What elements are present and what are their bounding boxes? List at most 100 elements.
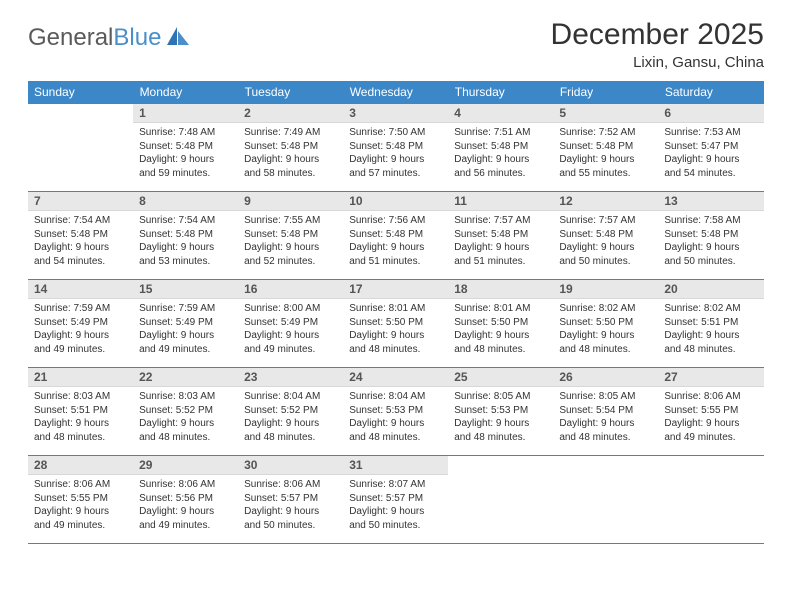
sunrise-line: Sunrise: 8:06 AM — [34, 478, 127, 492]
day-number: 13 — [658, 192, 763, 211]
calendar-cell: 28Sunrise: 8:06 AMSunset: 5:55 PMDayligh… — [28, 456, 133, 544]
calendar-cell: 31Sunrise: 8:07 AMSunset: 5:57 PMDayligh… — [343, 456, 448, 544]
calendar-body: 1Sunrise: 7:48 AMSunset: 5:48 PMDaylight… — [28, 104, 764, 544]
sunrise-line: Sunrise: 8:02 AM — [664, 302, 757, 316]
daylight-line: Daylight: 9 hours and 54 minutes. — [34, 241, 127, 268]
sunset-line: Sunset: 5:55 PM — [34, 492, 127, 506]
day-content: Sunrise: 7:57 AMSunset: 5:48 PMDaylight:… — [553, 211, 658, 274]
daylight-line: Daylight: 9 hours and 52 minutes. — [244, 241, 337, 268]
day-number: 27 — [658, 368, 763, 387]
sunset-line: Sunset: 5:51 PM — [34, 404, 127, 418]
sunset-line: Sunset: 5:48 PM — [664, 228, 757, 242]
sunset-line: Sunset: 5:53 PM — [349, 404, 442, 418]
day-content: Sunrise: 8:05 AMSunset: 5:53 PMDaylight:… — [448, 387, 553, 450]
day-number: 20 — [658, 280, 763, 299]
calendar-cell: 27Sunrise: 8:06 AMSunset: 5:55 PMDayligh… — [658, 368, 763, 456]
calendar-cell — [553, 456, 658, 544]
calendar-cell — [28, 104, 133, 192]
day-content: Sunrise: 7:58 AMSunset: 5:48 PMDaylight:… — [658, 211, 763, 274]
daylight-line: Daylight: 9 hours and 50 minutes. — [244, 505, 337, 532]
day-number: 14 — [28, 280, 133, 299]
sunset-line: Sunset: 5:52 PM — [139, 404, 232, 418]
sunset-line: Sunset: 5:48 PM — [349, 140, 442, 154]
day-content: Sunrise: 7:55 AMSunset: 5:48 PMDaylight:… — [238, 211, 343, 274]
day-number: 26 — [553, 368, 658, 387]
calendar-cell: 22Sunrise: 8:03 AMSunset: 5:52 PMDayligh… — [133, 368, 238, 456]
day-number: 29 — [133, 456, 238, 475]
day-number: 7 — [28, 192, 133, 211]
calendar-cell — [658, 456, 763, 544]
sunset-line: Sunset: 5:48 PM — [559, 140, 652, 154]
sunset-line: Sunset: 5:56 PM — [139, 492, 232, 506]
sunset-line: Sunset: 5:57 PM — [349, 492, 442, 506]
sunset-line: Sunset: 5:48 PM — [559, 228, 652, 242]
daylight-line: Daylight: 9 hours and 50 minutes. — [559, 241, 652, 268]
calendar-cell: 16Sunrise: 8:00 AMSunset: 5:49 PMDayligh… — [238, 280, 343, 368]
sunset-line: Sunset: 5:48 PM — [34, 228, 127, 242]
sunset-line: Sunset: 5:57 PM — [244, 492, 337, 506]
sunset-line: Sunset: 5:50 PM — [454, 316, 547, 330]
calendar-cell: 4Sunrise: 7:51 AMSunset: 5:48 PMDaylight… — [448, 104, 553, 192]
sunset-line: Sunset: 5:48 PM — [139, 228, 232, 242]
calendar-cell: 17Sunrise: 8:01 AMSunset: 5:50 PMDayligh… — [343, 280, 448, 368]
day-number: 11 — [448, 192, 553, 211]
day-number: 8 — [133, 192, 238, 211]
sunrise-line: Sunrise: 7:50 AM — [349, 126, 442, 140]
sunrise-line: Sunrise: 7:58 AM — [664, 214, 757, 228]
sunrise-line: Sunrise: 7:59 AM — [139, 302, 232, 316]
sunset-line: Sunset: 5:48 PM — [454, 228, 547, 242]
calendar-cell: 12Sunrise: 7:57 AMSunset: 5:48 PMDayligh… — [553, 192, 658, 280]
day-number: 5 — [553, 104, 658, 123]
calendar-cell: 30Sunrise: 8:06 AMSunset: 5:57 PMDayligh… — [238, 456, 343, 544]
daylight-line: Daylight: 9 hours and 54 minutes. — [664, 153, 757, 180]
sunset-line: Sunset: 5:49 PM — [34, 316, 127, 330]
day-content: Sunrise: 8:05 AMSunset: 5:54 PMDaylight:… — [553, 387, 658, 450]
sunrise-line: Sunrise: 8:05 AM — [454, 390, 547, 404]
daylight-line: Daylight: 9 hours and 48 minutes. — [559, 329, 652, 356]
day-content: Sunrise: 8:06 AMSunset: 5:56 PMDaylight:… — [133, 475, 238, 538]
day-number: 23 — [238, 368, 343, 387]
calendar-cell: 7 Sunrise: 7:54 AMSunset: 5:48 PMDaylight… — [28, 192, 133, 280]
day-content: Sunrise: 7:56 AMSunset: 5:48 PMDaylight:… — [343, 211, 448, 274]
sunset-line: Sunset: 5:55 PM — [664, 404, 757, 418]
sunset-line: Sunset: 5:54 PM — [559, 404, 652, 418]
daylight-line: Daylight: 9 hours and 48 minutes. — [454, 329, 547, 356]
daylight-line: Daylight: 9 hours and 49 minutes. — [139, 505, 232, 532]
sunrise-line: Sunrise: 7:55 AM — [244, 214, 337, 228]
calendar-week-row: 21Sunrise: 8:03 AMSunset: 5:51 PMDayligh… — [28, 368, 764, 456]
daylight-line: Daylight: 9 hours and 51 minutes. — [454, 241, 547, 268]
weekday-header: Sunday — [28, 81, 133, 104]
daylight-line: Daylight: 9 hours and 51 minutes. — [349, 241, 442, 268]
sunset-line: Sunset: 5:49 PM — [244, 316, 337, 330]
sunrise-line: Sunrise: 7:52 AM — [559, 126, 652, 140]
sunrise-line: Sunrise: 7:54 AM — [139, 214, 232, 228]
daylight-line: Daylight: 9 hours and 50 minutes. — [349, 505, 442, 532]
daylight-line: Daylight: 9 hours and 57 minutes. — [349, 153, 442, 180]
sunrise-line: Sunrise: 7:54 AM — [34, 214, 127, 228]
calendar-week-row: 28Sunrise: 8:06 AMSunset: 5:55 PMDayligh… — [28, 456, 764, 544]
day-content: Sunrise: 8:04 AMSunset: 5:53 PMDaylight:… — [343, 387, 448, 450]
calendar-cell: 5Sunrise: 7:52 AMSunset: 5:48 PMDaylight… — [553, 104, 658, 192]
daylight-line: Daylight: 9 hours and 49 minutes. — [34, 329, 127, 356]
daylight-line: Daylight: 9 hours and 48 minutes. — [454, 417, 547, 444]
sunset-line: Sunset: 5:53 PM — [454, 404, 547, 418]
day-content: Sunrise: 8:06 AMSunset: 5:57 PMDaylight:… — [238, 475, 343, 538]
day-number: 6 — [658, 104, 763, 123]
sunrise-line: Sunrise: 8:05 AM — [559, 390, 652, 404]
day-content: Sunrise: 7:57 AMSunset: 5:48 PMDaylight:… — [448, 211, 553, 274]
sunset-line: Sunset: 5:52 PM — [244, 404, 337, 418]
month-title: December 2025 — [551, 18, 764, 52]
calendar-cell: 26Sunrise: 8:05 AMSunset: 5:54 PMDayligh… — [553, 368, 658, 456]
day-content: Sunrise: 7:48 AMSunset: 5:48 PMDaylight:… — [133, 123, 238, 186]
calendar-week-row: 7Sunrise: 7:54 AMSunset: 5:48 PMDaylight… — [28, 192, 764, 280]
calendar-header-row: SundayMondayTuesdayWednesdayThursdayFrid… — [28, 81, 764, 104]
calendar-table: SundayMondayTuesdayWednesdayThursdayFrid… — [28, 81, 764, 544]
day-number: 2 — [238, 104, 343, 123]
day-number: 1 — [133, 104, 238, 123]
daylight-line: Daylight: 9 hours and 48 minutes. — [139, 417, 232, 444]
sunrise-line: Sunrise: 8:06 AM — [139, 478, 232, 492]
calendar-cell: 25Sunrise: 8:05 AMSunset: 5:53 PMDayligh… — [448, 368, 553, 456]
sunrise-line: Sunrise: 7:57 AM — [454, 214, 547, 228]
day-number: 4 — [448, 104, 553, 123]
calendar-cell: 15Sunrise: 7:59 AMSunset: 5:49 PMDayligh… — [133, 280, 238, 368]
